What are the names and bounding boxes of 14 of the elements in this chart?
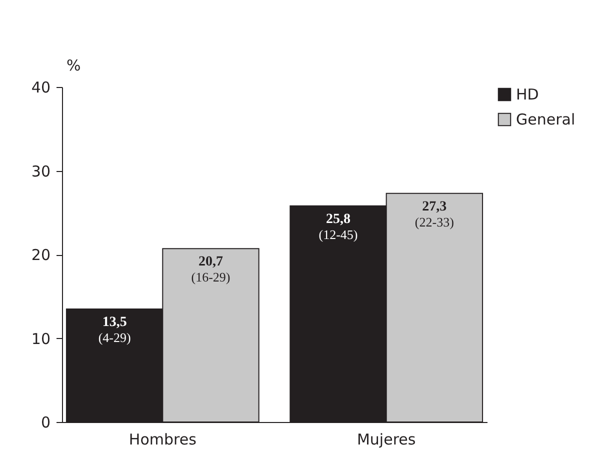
y-tick-label: 40 <box>31 78 50 96</box>
text: 25,8 (12-45) <box>318 212 358 242</box>
y-tick-label: 30 <box>31 162 50 180</box>
text: 20,7 (16-29) <box>191 254 230 285</box>
legend-label: HD <box>516 86 539 104</box>
y-tick-label: 10 <box>31 330 50 348</box>
text: 27,3 (22-33) <box>414 199 454 230</box>
y-tick-label: 0 <box>40 414 50 432</box>
x-tick-label: Hombres <box>128 430 197 448</box>
y-axis-title: % <box>66 56 81 74</box>
text: 13,5 (4-29) <box>98 314 131 345</box>
x-tick-label: Mujeres <box>356 430 416 448</box>
y-tick-label: 20 <box>31 246 50 264</box>
legend-label: General <box>516 110 576 128</box>
